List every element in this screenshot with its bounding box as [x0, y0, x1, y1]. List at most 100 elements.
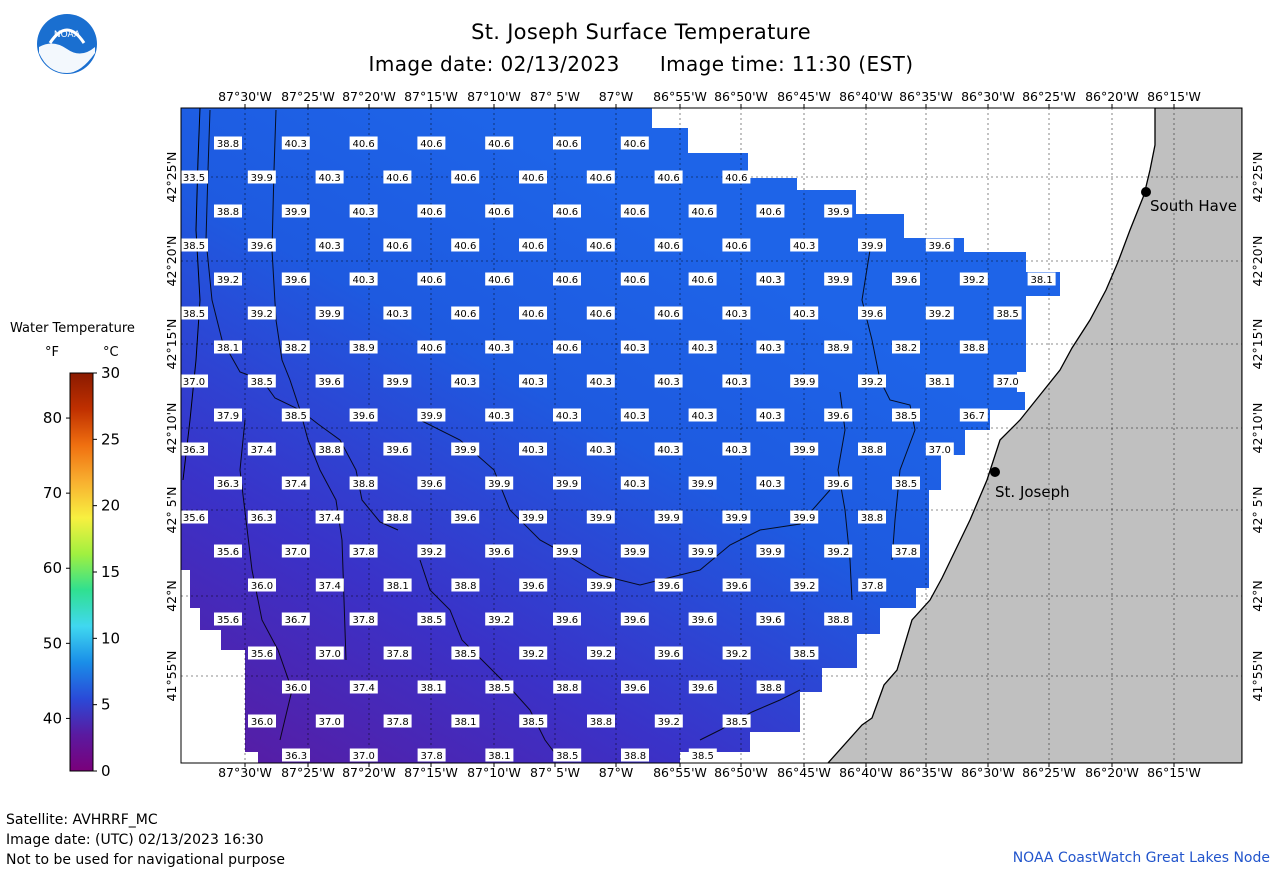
- svg-text:40.3: 40.3: [759, 411, 781, 422]
- svg-text:40.6: 40.6: [691, 207, 713, 218]
- svg-text:36.3: 36.3: [217, 479, 239, 490]
- svg-text:39.2: 39.2: [488, 615, 510, 626]
- longitude-label: 86°15'W: [1147, 765, 1201, 780]
- svg-text:40.3: 40.3: [759, 275, 781, 286]
- svg-text:38.8: 38.8: [759, 683, 781, 694]
- temperature-label: 38.8: [214, 204, 242, 218]
- longitude-label: 86°40'W: [839, 765, 893, 780]
- temperature-label: 40.6: [722, 170, 751, 184]
- svg-text:40.6: 40.6: [556, 139, 578, 150]
- temperature-label: 38.5: [519, 714, 548, 728]
- temperature-label: 40.3: [756, 340, 785, 354]
- longitude-label: 86°45'W: [777, 765, 831, 780]
- temperature-label: 40.3: [620, 340, 649, 354]
- longitude-label: 86°40'W: [839, 89, 893, 104]
- temperature-label: 40.3: [281, 136, 310, 150]
- legend-c-label: 15: [101, 563, 120, 581]
- svg-text:40.3: 40.3: [386, 309, 408, 320]
- temperature-label: 38.5: [181, 306, 208, 320]
- temperature-label: 39.6: [451, 510, 480, 524]
- svg-text:40.3: 40.3: [590, 377, 612, 388]
- svg-text:38.8: 38.8: [963, 343, 985, 354]
- temperature-label: 38.8: [451, 578, 480, 592]
- svg-text:35.6: 35.6: [183, 513, 205, 524]
- svg-text:40.3: 40.3: [624, 479, 646, 490]
- svg-text:40.6: 40.6: [454, 241, 476, 252]
- temperature-label: 40.6: [519, 170, 547, 184]
- svg-text:38.5: 38.5: [895, 479, 917, 490]
- svg-text:38.8: 38.8: [217, 139, 239, 150]
- latitude-label: 41°55'N: [164, 651, 179, 702]
- svg-text:39.2: 39.2: [217, 275, 239, 286]
- svg-text:36.7: 36.7: [963, 411, 985, 422]
- land-michigan: [827, 108, 1242, 763]
- utc-date-label: Image date: (UTC) 02/13/2023 16:30: [6, 832, 264, 848]
- svg-text:37.8: 37.8: [861, 581, 883, 592]
- temperature-label: 40.6: [756, 204, 785, 218]
- svg-text:39.2: 39.2: [658, 717, 680, 728]
- temperature-label: 37.4: [315, 510, 344, 524]
- svg-text:39.6: 39.6: [827, 479, 849, 490]
- svg-text:NOAA: NOAA: [54, 30, 81, 40]
- svg-text:39.9: 39.9: [285, 207, 307, 218]
- svg-text:39.6: 39.6: [624, 683, 646, 694]
- temperature-label: 37.0: [181, 374, 208, 388]
- svg-text:39.6: 39.6: [488, 547, 510, 558]
- svg-text:39.6: 39.6: [827, 411, 849, 422]
- latitude-label: 42°15'N: [164, 319, 179, 370]
- temperature-label: 38.2: [892, 340, 920, 354]
- svg-text:38.1: 38.1: [488, 751, 510, 762]
- temperature-label: 40.6: [485, 272, 514, 286]
- temperature-label: 37.0: [993, 374, 1022, 388]
- svg-text:39.6: 39.6: [285, 275, 307, 286]
- isotherm-contour: [699, 689, 801, 741]
- svg-text:39.6: 39.6: [251, 241, 273, 252]
- temperature-label: 39.2: [587, 646, 615, 660]
- svg-text:40.3: 40.3: [522, 445, 544, 456]
- temperature-label: 40.6: [383, 170, 412, 184]
- svg-text:40.3: 40.3: [318, 173, 340, 184]
- temperature-label: 40.6: [620, 204, 649, 218]
- temperature-label: 35.6: [214, 612, 242, 626]
- svg-text:40.6: 40.6: [420, 139, 442, 150]
- temperature-label: 38.1: [383, 578, 412, 592]
- svg-text:39.6: 39.6: [624, 615, 646, 626]
- temperature-label: 39.2: [247, 306, 276, 320]
- svg-text:40.6: 40.6: [556, 207, 578, 218]
- temperature-label: 40.3: [349, 272, 378, 286]
- svg-text:38.1: 38.1: [420, 683, 442, 694]
- temperature-label: 40.3: [485, 340, 514, 354]
- svg-text:39.9: 39.9: [624, 547, 646, 558]
- svg-text:38.8: 38.8: [827, 615, 849, 626]
- latitude-label: 42°N: [164, 580, 179, 612]
- image-date: Image date: 02/13/2023: [368, 52, 620, 76]
- svg-text:38.5: 38.5: [725, 717, 747, 728]
- temperature-label: 37.8: [349, 544, 378, 558]
- longitude-label: 86°45'W: [777, 89, 831, 104]
- svg-text:39.2: 39.2: [793, 581, 815, 592]
- temperature-label: 40.3: [756, 476, 785, 490]
- temperature-label: 36.0: [282, 680, 310, 694]
- temperature-label: 40.3: [756, 408, 785, 422]
- temperature-label: 39.9: [383, 374, 412, 388]
- longitude-label: 87° 5'W: [530, 765, 580, 780]
- svg-text:39.9: 39.9: [454, 445, 476, 456]
- svg-text:40.6: 40.6: [556, 275, 578, 286]
- temperature-label: 39.6: [621, 680, 649, 694]
- isotherm-contour: [419, 559, 561, 761]
- svg-text:37.0: 37.0: [996, 377, 1018, 388]
- temperature-label: 37.8: [417, 748, 446, 762]
- temperature-label: 39.9: [824, 272, 853, 286]
- svg-text:37.8: 37.8: [895, 547, 917, 558]
- temperature-label: 40.3: [485, 408, 514, 422]
- svg-text:39.6: 39.6: [929, 241, 951, 252]
- svg-text:37.8: 37.8: [386, 649, 408, 660]
- longitude-label: 86°55'W: [653, 89, 707, 104]
- temperature-label: 40.6: [451, 238, 480, 252]
- temperature-label: 39.2: [959, 272, 988, 286]
- credit-link[interactable]: NOAA CoastWatch Great Lakes Node: [1012, 850, 1270, 866]
- svg-text:38.5: 38.5: [285, 411, 307, 422]
- place-label: St. Joseph: [995, 483, 1070, 501]
- temperature-label: 39.2: [654, 714, 683, 728]
- legend-c-label: 10: [101, 629, 120, 647]
